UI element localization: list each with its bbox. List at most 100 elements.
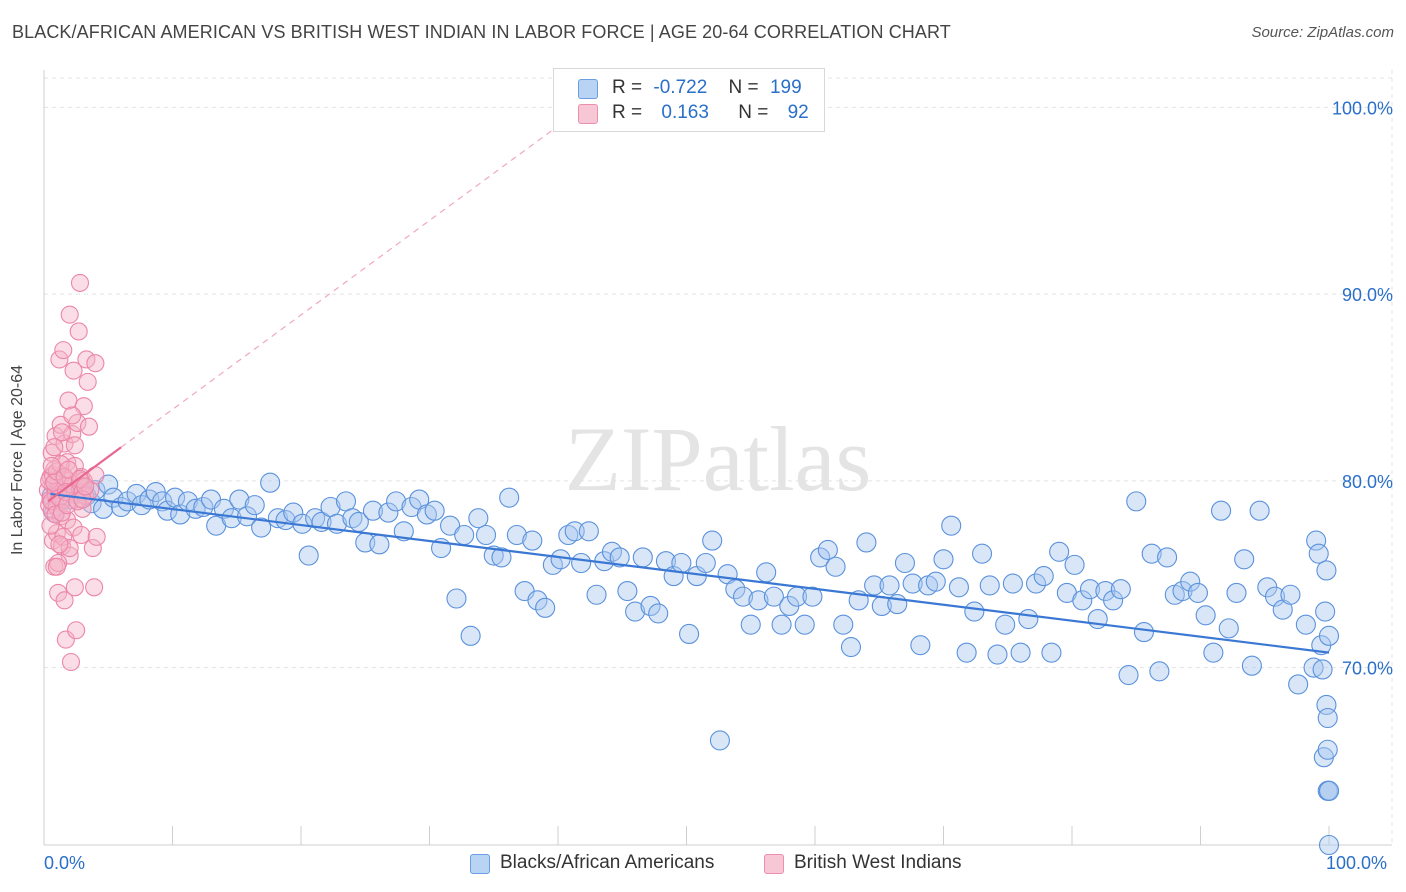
correlation-legend: R = -0.722 N = 199 R = 0.163 N = 92 <box>553 68 825 132</box>
blue-point <box>956 642 977 663</box>
y-tick-label-90: 90.0% <box>1342 285 1393 305</box>
blue-point <box>564 521 585 542</box>
blue-point <box>1133 622 1155 643</box>
blue-point <box>550 549 571 570</box>
y-tick-label-100: 100.0% <box>1332 98 1393 118</box>
blue-point <box>756 562 777 583</box>
blue-point <box>933 549 954 570</box>
blue-point <box>825 556 846 577</box>
pink-r-value: 0.163 <box>661 102 709 123</box>
pink-point <box>87 527 106 546</box>
blue-point <box>1126 491 1147 512</box>
blue-point <box>709 730 730 751</box>
pink-r-label: R = <box>612 102 643 123</box>
blue-point <box>1315 601 1336 622</box>
blue-point <box>98 474 119 495</box>
pink-point <box>56 630 75 649</box>
pink-point <box>52 423 72 442</box>
blue-point <box>625 601 646 622</box>
blue-point <box>454 524 475 546</box>
blue-point <box>298 545 319 566</box>
blue-point <box>794 614 815 635</box>
blue-point <box>640 595 661 617</box>
blue-point <box>1249 500 1270 521</box>
blue-trend-line <box>50 492 1330 654</box>
blue-point <box>527 590 548 611</box>
pink-point <box>67 621 86 640</box>
blue-point <box>1079 579 1101 600</box>
blue-n-value: 199 <box>769 77 802 98</box>
blue-point <box>1241 655 1262 676</box>
blue-point <box>748 590 769 611</box>
blue-point <box>558 524 579 546</box>
source-label: Source: ZipAtlas.com <box>1251 24 1394 41</box>
blue-point <box>1103 590 1124 611</box>
blue-point <box>260 472 281 493</box>
blue-point <box>1308 543 1329 564</box>
blue-point <box>1180 571 1201 592</box>
pink-point <box>55 591 74 610</box>
y-tick-label-70: 70.0% <box>1342 659 1393 679</box>
blue-point <box>491 547 512 568</box>
pink-point <box>85 578 104 597</box>
blue-point <box>732 586 754 607</box>
pink-point <box>65 578 84 597</box>
pink-point <box>77 350 96 369</box>
blue-point <box>483 545 504 566</box>
blue-point <box>679 623 700 645</box>
pink-point <box>78 372 97 391</box>
blue-point <box>378 502 399 523</box>
blue-point <box>369 534 390 555</box>
blue-point <box>1041 642 1062 663</box>
pink-point <box>79 417 99 436</box>
blue-point <box>910 635 931 656</box>
blue-point <box>251 517 272 538</box>
pink-point <box>64 361 83 380</box>
blue-point <box>229 489 250 510</box>
blue-point <box>864 575 885 596</box>
y-tick-labels: 70.0% 80.0% 90.0% 100.0% <box>1332 98 1393 678</box>
x-tick-min: 0.0% <box>44 853 86 873</box>
blue-point <box>617 580 638 602</box>
blue-points <box>41 472 1340 856</box>
blue-point <box>964 601 985 622</box>
trend-lines <box>47 446 1330 654</box>
pink-point <box>41 516 60 535</box>
blue-point <box>925 571 946 592</box>
blue-point <box>1033 566 1054 587</box>
pink-point <box>61 652 81 672</box>
blue-point <box>468 508 489 529</box>
blue-point <box>902 573 923 594</box>
chart-title: BLACK/AFRICAN AMERICAN VS BRITISH WEST I… <box>12 22 951 42</box>
blue-point <box>810 547 831 568</box>
blue-point <box>1203 642 1224 663</box>
pink-point <box>45 438 64 457</box>
pink-point <box>47 557 66 576</box>
blue-point <box>1064 554 1085 575</box>
pink-point <box>52 537 72 556</box>
blue-point <box>1312 659 1333 680</box>
pink-point <box>50 535 69 554</box>
blue-point <box>995 614 1016 635</box>
blue-point <box>440 515 461 536</box>
blue-point <box>424 500 445 521</box>
pink-legend-label: British West Indians <box>794 852 962 873</box>
blue-point <box>894 552 916 574</box>
blue-point <box>879 575 900 596</box>
watermark: ZIPatlas <box>565 408 872 510</box>
blue-point <box>833 614 854 635</box>
blue-point <box>1318 834 1340 856</box>
blue-point <box>165 487 186 508</box>
x-tick-max: 100.0% <box>1326 853 1388 873</box>
blue-point <box>1118 665 1139 686</box>
blue-point <box>948 577 969 598</box>
blue-point <box>971 543 993 564</box>
blue-point <box>1288 674 1309 695</box>
blue-legend-label: Blacks/African Americans <box>500 852 715 873</box>
blue-point <box>386 491 407 512</box>
y-tick-label-80: 80.0% <box>1342 472 1393 492</box>
blue-point <box>817 539 838 560</box>
pink-point <box>65 436 84 455</box>
blue-point <box>1157 547 1178 568</box>
blue-point <box>1226 582 1247 603</box>
